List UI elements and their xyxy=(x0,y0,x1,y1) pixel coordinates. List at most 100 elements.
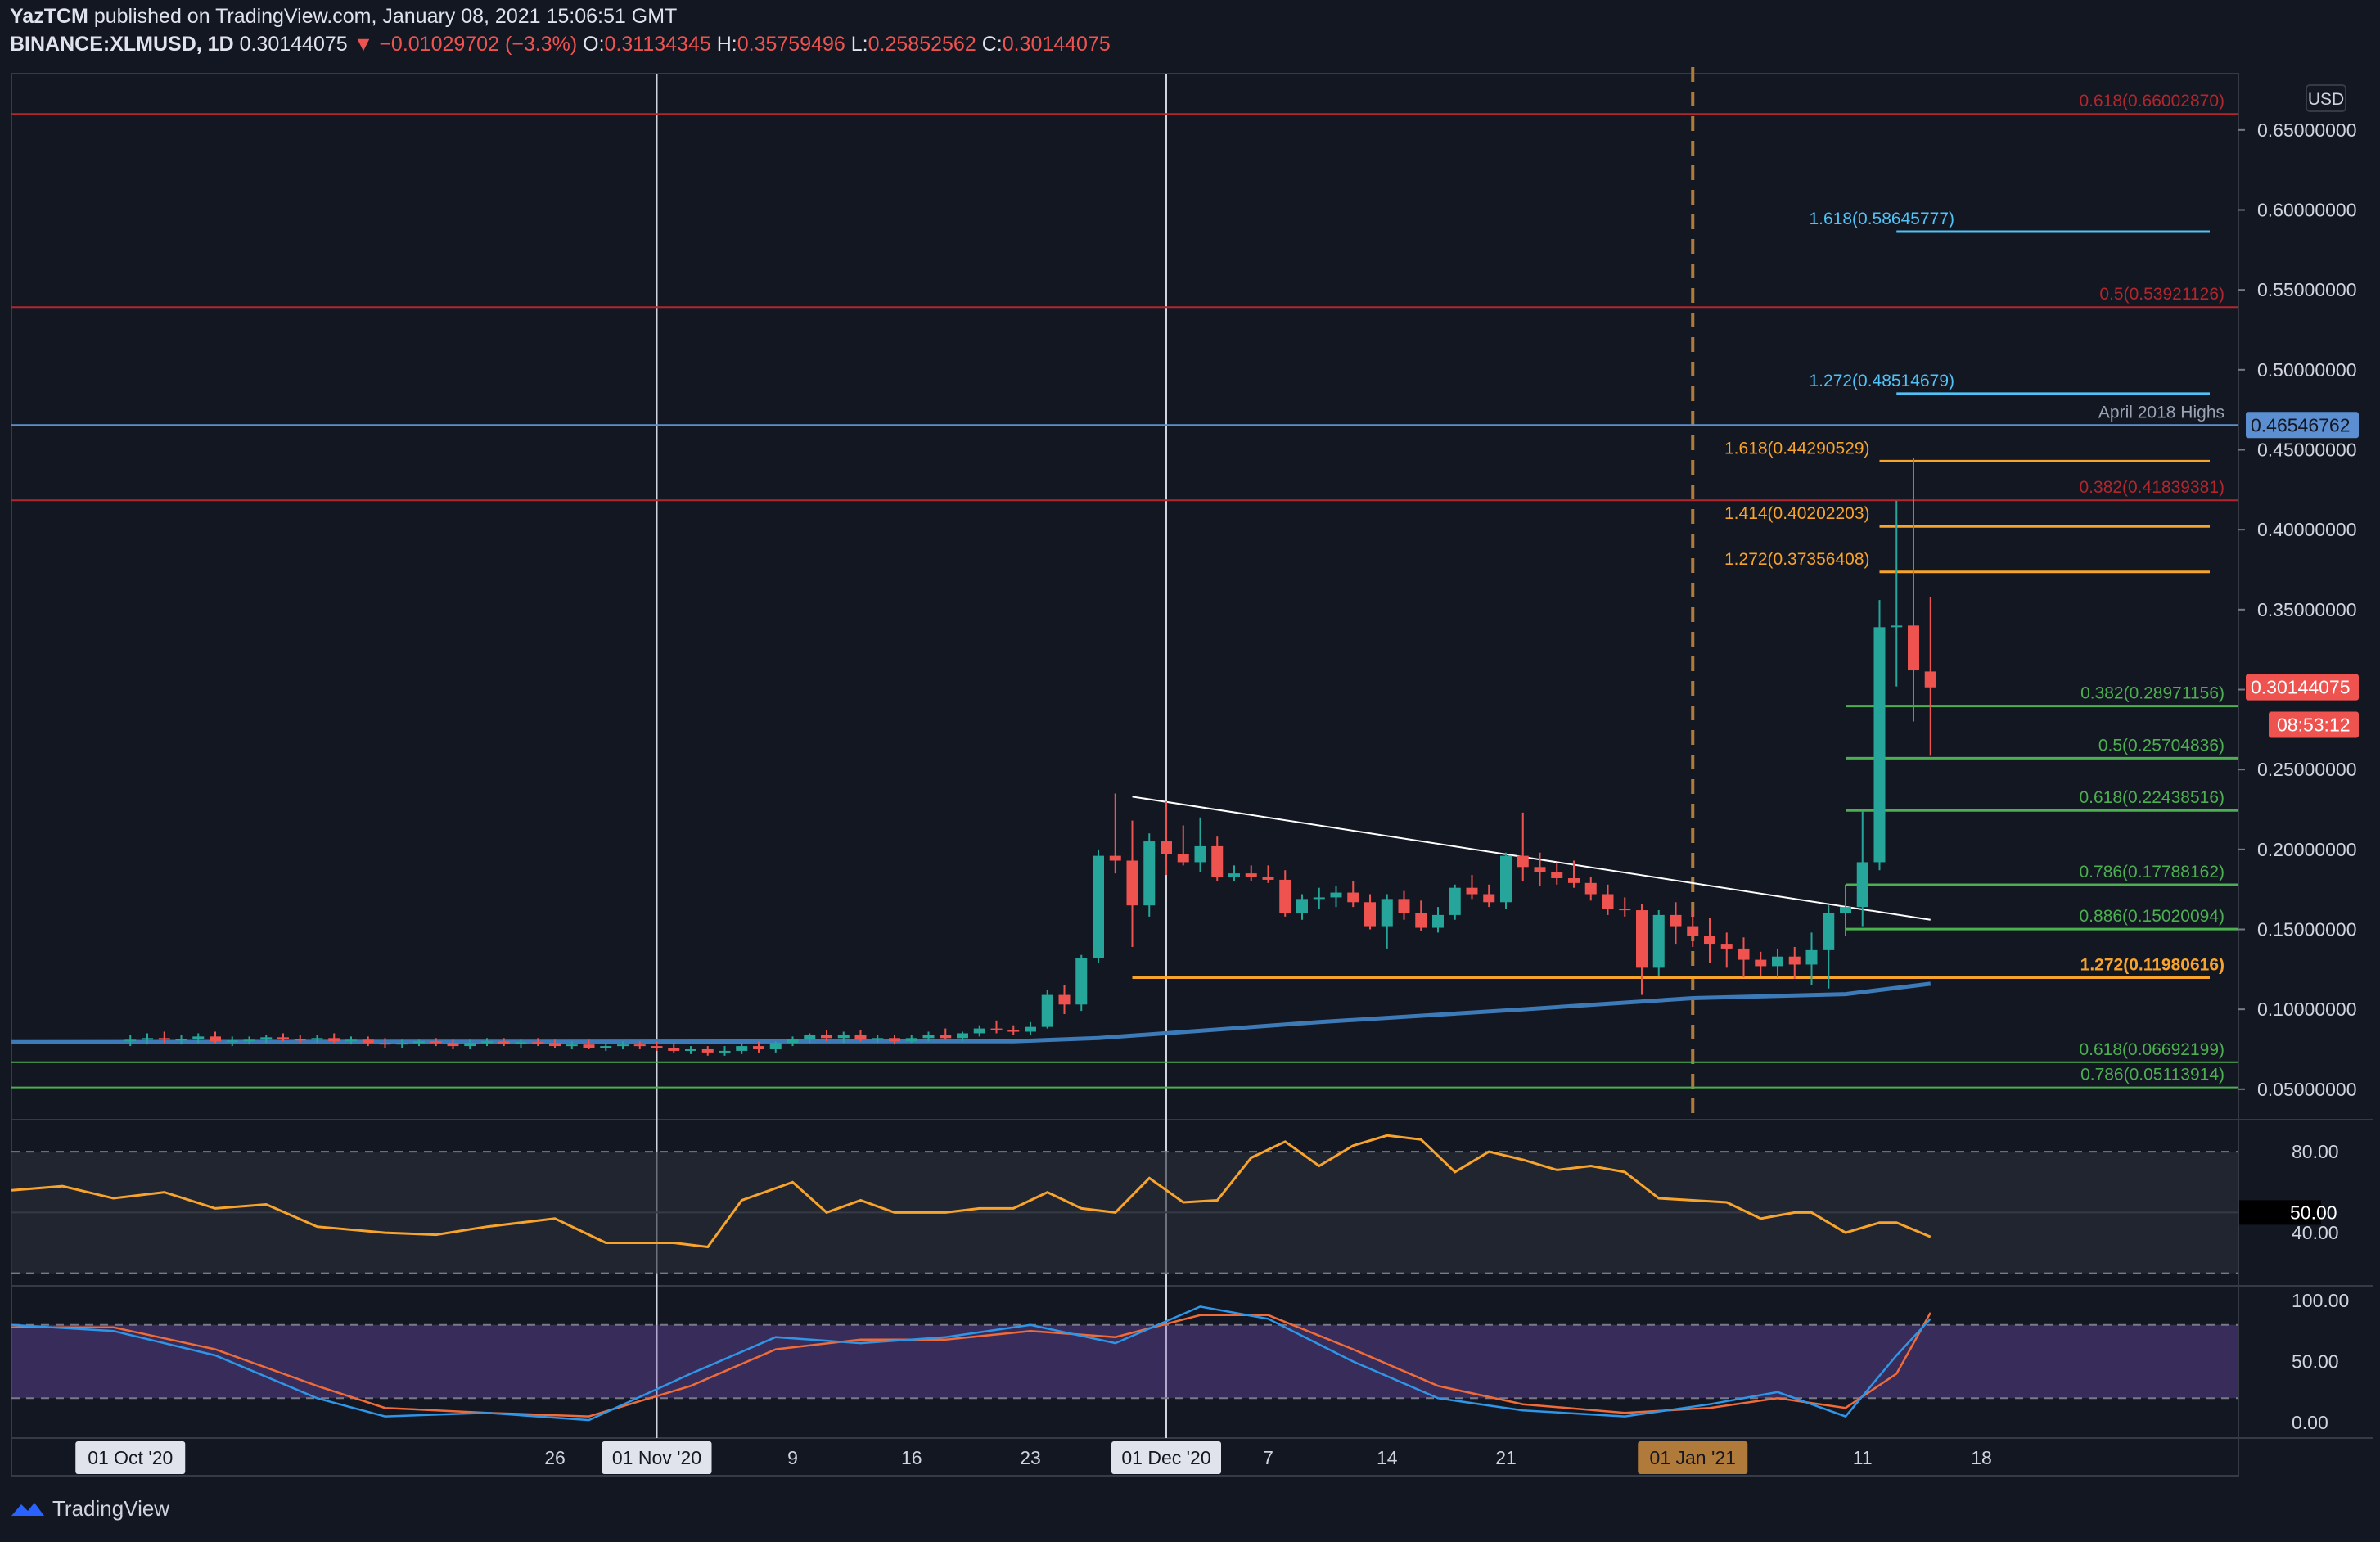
price-tick-label: 0.20000000 xyxy=(2257,839,2357,860)
stoch-tick-label: 50.00 xyxy=(2292,1351,2339,1373)
candle-body xyxy=(311,1038,323,1040)
price-badge-label: 0.30144075 xyxy=(2251,677,2351,698)
candle-body xyxy=(583,1044,595,1048)
fib-level-label: 1.272(0.48514679) xyxy=(1810,372,1955,390)
price-change: ▼ −0.01029702 (−3.3%) xyxy=(353,33,578,56)
price-tick-label: 0.45000000 xyxy=(2257,439,2357,460)
rsi-badge xyxy=(2239,1200,2321,1225)
candle-body xyxy=(1704,936,1715,945)
candle-body xyxy=(498,1041,510,1044)
candle-body xyxy=(753,1046,764,1049)
candle-body xyxy=(1652,914,1665,968)
candle-body xyxy=(1211,845,1224,877)
symbol-name[interactable]: BINANCE:XLMUSD, 1D xyxy=(10,33,234,56)
candle-body xyxy=(1602,894,1614,909)
time-tick-label: 21 xyxy=(1495,1447,1517,1468)
candle-body xyxy=(1805,949,1818,965)
candle-body xyxy=(905,1038,917,1042)
candle-body xyxy=(1823,913,1835,950)
fib-level-label: April 2018 Highs xyxy=(2098,403,2224,422)
candle-body xyxy=(142,1038,153,1040)
candle-body xyxy=(1500,855,1512,903)
price-badge xyxy=(2246,412,2359,439)
fib-level-label: 0.786(0.17788162) xyxy=(2080,863,2225,881)
fib-level-label: 0.5(0.25704836) xyxy=(2098,736,2224,755)
candle-body xyxy=(1347,892,1359,903)
symbol-info-row: BINANCE:XLMUSD, 1D 0.30144075 ▼ −0.01029… xyxy=(10,33,1111,56)
candle-body xyxy=(990,1028,1003,1030)
low-label: L: xyxy=(850,33,868,56)
candle-body xyxy=(973,1028,985,1034)
price-tick-label: 0.25000000 xyxy=(2257,759,2357,780)
candle-body xyxy=(1873,627,1886,863)
fib-level-label: 1.618(0.58645777) xyxy=(1810,210,1955,228)
candle-body xyxy=(1415,913,1427,928)
rsi-tick-label: 40.00 xyxy=(2292,1222,2339,1243)
tradingview-logo[interactable]: TradingView xyxy=(10,1496,169,1522)
candle-body xyxy=(787,1039,799,1044)
price-tick-label: 0.15000000 xyxy=(2257,918,2357,940)
fib-level-label: 0.382(0.41839381) xyxy=(2080,478,2225,497)
candle-body xyxy=(1194,845,1206,863)
candle-body xyxy=(1313,897,1325,900)
stoch-tick-label: 0.00 xyxy=(2292,1412,2328,1433)
brand-label: TradingView xyxy=(52,1496,170,1521)
fib-level-label: 0.786(0.05113914) xyxy=(2080,1066,2224,1084)
candle-body xyxy=(1483,894,1495,903)
price-tick-label: 0.05000000 xyxy=(2257,1079,2357,1100)
candle-body xyxy=(1738,948,1750,960)
last-price: 0.30144075 xyxy=(239,33,348,56)
candle-body xyxy=(1143,841,1156,906)
candle-body xyxy=(464,1043,476,1047)
candle-body xyxy=(210,1036,221,1042)
stoch-k-line xyxy=(11,1305,1931,1422)
candle-body xyxy=(872,1038,884,1040)
candle-body xyxy=(922,1035,935,1039)
fib-level-label: 0.618(0.06692199) xyxy=(2080,1040,2225,1059)
candle-body xyxy=(633,1044,646,1047)
candle-body xyxy=(1584,882,1597,895)
candle-body xyxy=(1687,926,1699,936)
candle-body xyxy=(651,1046,663,1048)
date-marker-box xyxy=(75,1441,186,1474)
fib-level-label: 0.886(0.15020094) xyxy=(2080,907,2225,926)
candle-body xyxy=(328,1038,340,1042)
candle-body xyxy=(821,1035,832,1039)
fib-level-label: 0.618(0.66002870) xyxy=(2080,92,2225,110)
candle-body xyxy=(854,1035,867,1040)
candle-body xyxy=(1296,899,1308,913)
price-tick-label: 0.35000000 xyxy=(2257,599,2357,620)
currency-box xyxy=(2306,84,2346,112)
candle-body xyxy=(1670,914,1682,927)
candle-body xyxy=(1432,914,1444,928)
candle-body xyxy=(1058,994,1071,1005)
time-tick-label: 16 xyxy=(901,1447,922,1468)
candle-body xyxy=(1551,872,1563,878)
high-label: H: xyxy=(716,33,737,56)
time-tick-label: 01 Dec '20 xyxy=(1121,1447,1210,1468)
rsi-badge-label: 50.00 xyxy=(2290,1202,2337,1223)
time-tick-label: 01 Jan '21 xyxy=(1650,1447,1736,1468)
descending-trendline xyxy=(1132,796,1931,921)
high-value: 0.35759496 xyxy=(737,33,845,56)
time-tick-label: 01 Nov '20 xyxy=(612,1447,701,1468)
candle-body xyxy=(1025,1026,1036,1032)
candle-body xyxy=(617,1044,629,1047)
price-badge-label: 0.46546762 xyxy=(2251,414,2351,435)
candle-body xyxy=(668,1048,680,1051)
date-marker-box xyxy=(1111,1441,1221,1474)
candle-body xyxy=(1161,841,1172,854)
candle-body xyxy=(226,1040,238,1043)
candle-body xyxy=(1398,899,1410,913)
candle-body xyxy=(1093,855,1104,958)
close-label: C: xyxy=(981,33,1003,56)
candle-body xyxy=(1636,910,1648,968)
candle-body xyxy=(1126,860,1138,906)
author-name[interactable]: YazTCM xyxy=(10,5,88,28)
candle-body xyxy=(481,1041,493,1044)
fib-level-label: 1.414(0.40202203) xyxy=(1724,504,1870,523)
price-tick-label: 0.50000000 xyxy=(2257,359,2357,381)
candle-body xyxy=(1720,944,1733,949)
time-tick-label: 26 xyxy=(544,1447,566,1468)
